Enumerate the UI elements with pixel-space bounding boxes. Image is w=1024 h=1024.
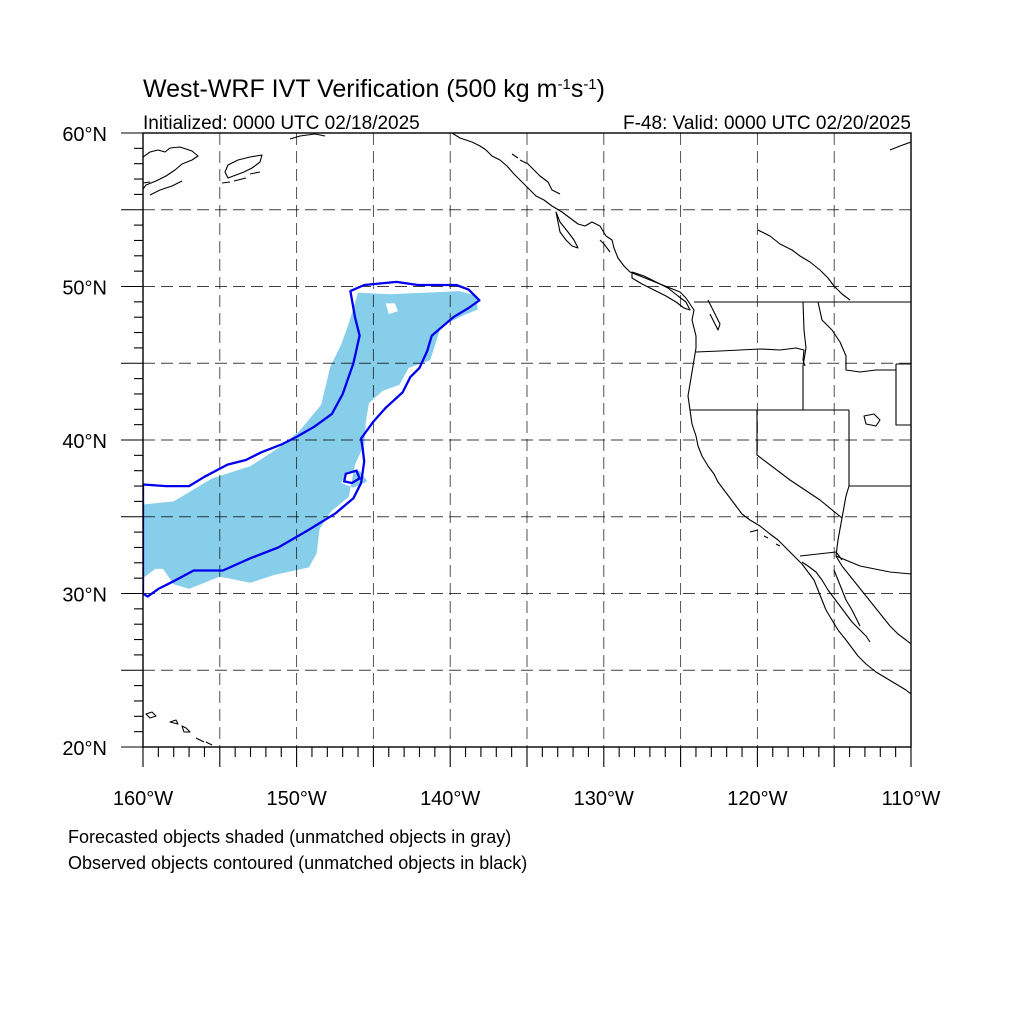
longitude-tick-label: 120°W <box>727 788 787 810</box>
initialized-time-label: Initialized: 0000 UTC 02/18/2025 <box>143 113 420 134</box>
us-west-coastline <box>687 347 853 649</box>
observed-ivt-object-inner-ring <box>342 469 362 485</box>
latitude-tick-label: 30°N <box>62 585 107 607</box>
kodiak-island <box>224 154 263 179</box>
aleutian-fragments <box>221 171 261 184</box>
hudson-bay-coast-fragment <box>757 141 911 301</box>
bc-islands <box>511 153 611 253</box>
channel-islands <box>749 529 781 547</box>
axis-ticks <box>121 132 912 767</box>
idaho-border <box>802 301 807 410</box>
longitude-tick-label: 130°W <box>574 788 634 810</box>
alaska-coastline <box>143 146 199 196</box>
hawaii-islands <box>145 711 213 746</box>
latitude-tick-label: 50°N <box>62 278 107 300</box>
observed-ivt-object-contour <box>143 280 481 598</box>
us-mexico-border <box>799 551 843 561</box>
longitude-tick-label: 150°W <box>266 788 326 810</box>
latitude-tick-label: 20°N <box>62 738 107 760</box>
latitude-tick-label: 40°N <box>62 431 107 453</box>
longitude-tick-label: 160°W <box>113 788 173 810</box>
great-salt-lake <box>863 413 881 427</box>
washington-oregon-border <box>695 347 806 367</box>
baja-california <box>801 561 871 643</box>
longitude-tick-label: 140°W <box>420 788 480 810</box>
montana-idaho-border <box>817 301 896 373</box>
gulf-of-california-coast <box>835 555 911 645</box>
nevada-utah-border <box>848 410 911 487</box>
vancouver-island <box>631 271 691 311</box>
utah-wyoming-border <box>895 363 911 426</box>
observed-objects-note: Observed objects contoured (unmatched ob… <box>68 853 528 873</box>
puget-sound <box>707 299 721 331</box>
forecast-objects-note: Forecasted objects shaded (unmatched obj… <box>68 827 512 847</box>
figure-title: West-WRF IVT Verification (500 kg m-1s-1… <box>143 75 605 103</box>
map-plot-area <box>143 133 911 747</box>
valid-time-label: F-48: Valid: 0000 UTC 02/20/2025 <box>623 113 911 134</box>
north-pacific-coastline <box>289 133 697 348</box>
mexico-mainland-coast <box>851 647 911 695</box>
arizona-border <box>835 485 911 575</box>
lat-lon-gridlines <box>143 133 911 747</box>
california-nevada-border <box>756 410 843 519</box>
longitude-tick-label: 110°W <box>882 788 941 810</box>
coastlines-and-boundaries <box>143 133 911 746</box>
latitude-tick-label: 60°N <box>62 124 107 146</box>
axis-tick-labels: 160°W 150°W 140°W 130°W 120°W 110°W 60°N 50°N 40… <box>62 124 940 810</box>
